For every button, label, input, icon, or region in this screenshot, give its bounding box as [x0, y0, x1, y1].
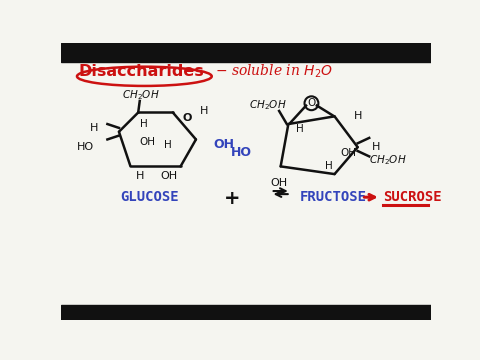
Text: H: H	[141, 119, 148, 129]
Text: OH: OH	[213, 138, 234, 151]
Text: OH: OH	[139, 137, 156, 147]
Text: O: O	[182, 113, 192, 123]
Bar	[61, 43, 431, 62]
Text: H: H	[164, 140, 171, 150]
Text: H: H	[135, 171, 144, 181]
Text: SUCROSE: SUCROSE	[383, 190, 442, 204]
Text: H: H	[354, 111, 362, 121]
Text: $-$ soluble in $H_2O$: $-$ soluble in $H_2O$	[215, 63, 333, 80]
Text: FRUCTOSE: FRUCTOSE	[300, 190, 367, 204]
Text: $CH_2OH$: $CH_2OH$	[369, 153, 407, 167]
Text: OH: OH	[341, 148, 357, 158]
Text: OH: OH	[160, 171, 178, 181]
Text: OH: OH	[271, 178, 288, 188]
Text: HO: HO	[76, 142, 94, 152]
Text: +: +	[224, 189, 240, 208]
Text: H: H	[200, 106, 208, 116]
Text: O: O	[307, 98, 315, 108]
Text: $CH_2OH$: $CH_2OH$	[249, 98, 287, 112]
Text: HO: HO	[231, 146, 252, 159]
Text: H: H	[90, 123, 98, 133]
Text: GLUCOSE: GLUCOSE	[120, 190, 179, 204]
Text: $CH_2OH$: $CH_2OH$	[121, 88, 159, 102]
Text: Disaccharides: Disaccharides	[78, 64, 204, 80]
Bar	[61, 305, 431, 320]
Text: H: H	[325, 161, 333, 171]
Text: H: H	[296, 125, 304, 134]
Text: H: H	[372, 142, 381, 152]
